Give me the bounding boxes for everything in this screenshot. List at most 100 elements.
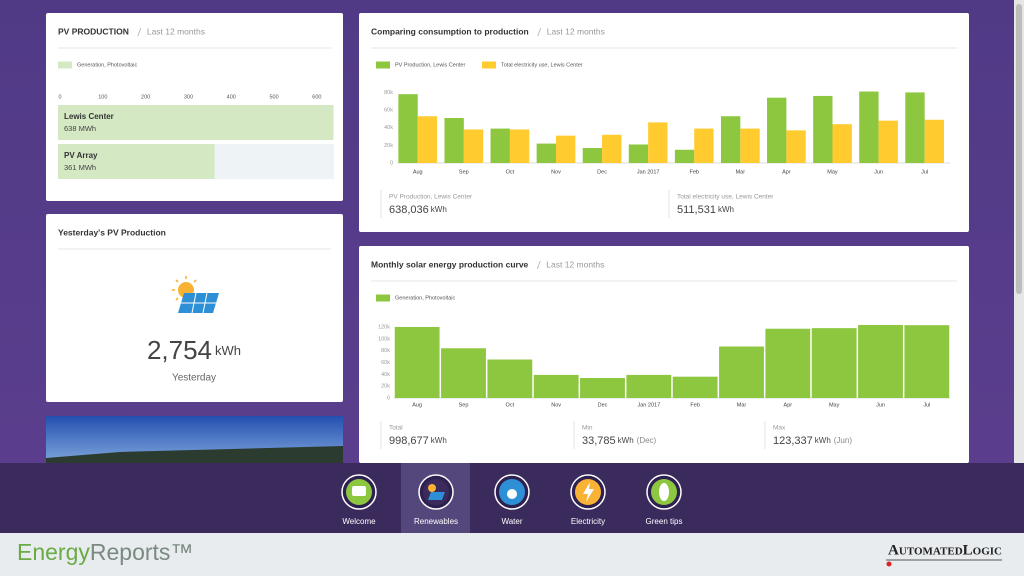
bar [720, 116, 741, 163]
separator [537, 27, 542, 37]
x-tick-label: 0 [58, 94, 61, 100]
bar [509, 129, 530, 163]
x-tick-label: Jul [921, 169, 928, 175]
y-tick-label: 0 [387, 395, 390, 401]
footer-background [0, 533, 1024, 576]
bar [487, 359, 533, 398]
stat-value: 998,677 kWh [389, 435, 447, 447]
panels: PV PRODUCTION Last 12 months Generation, P… [46, 13, 969, 463]
bar [398, 94, 418, 163]
x-tick-label: Jul [923, 402, 930, 408]
bar [859, 91, 879, 163]
separator [536, 260, 541, 270]
legend-swatch [58, 61, 72, 69]
stat-unit: kWh [431, 436, 447, 445]
bar [813, 95, 833, 163]
x-tick-label: Apr [784, 402, 793, 408]
y-tick-label: 80k [381, 348, 390, 354]
x-tick-label: 100 [98, 94, 107, 100]
nav-item[interactable]: Electricity [570, 474, 606, 526]
yesterday-panel: Yesterday's PV Production 2,754 kWh Yeste… [46, 214, 343, 402]
x-tick-label: Jun [876, 402, 885, 408]
x-tick-label: Oct [506, 169, 515, 175]
sun-panel-icon [172, 276, 219, 314]
brand-part: Reports™ [90, 539, 194, 565]
chart-panel: PV PRODUCTION Last 12 months Generation, P… [46, 13, 343, 201]
y-tick-label: 80k [384, 90, 393, 96]
nav-label: Green tips [646, 517, 683, 526]
x-tick-label: Sep [459, 169, 469, 175]
panel-title: Comparing consumption to production [371, 26, 529, 36]
bar [905, 92, 925, 163]
glyph [428, 492, 445, 500]
bar [674, 149, 695, 163]
panel-title: Monthly solar energy production curve [371, 259, 529, 269]
x-tick-label: Mar [736, 169, 746, 175]
panel-subtitle: Last 12 months [147, 26, 205, 36]
bar [602, 134, 622, 163]
bar [490, 128, 510, 163]
x-tick-label: May [827, 169, 838, 175]
stat-unit: kWh [431, 205, 447, 214]
legend-swatch [376, 61, 390, 69]
bar [924, 119, 945, 163]
x-tick-label: 200 [141, 94, 150, 100]
brand-part: Energy [17, 539, 90, 565]
bar [417, 116, 438, 163]
bar [58, 144, 215, 179]
bar [878, 120, 898, 163]
bar [533, 374, 579, 398]
stat-label: Total [389, 425, 403, 432]
y-tick-label: 120k [378, 324, 390, 330]
bar [463, 129, 484, 163]
glyph [507, 489, 517, 499]
scroll-thumb[interactable] [1016, 4, 1022, 294]
nav-label: Electricity [571, 517, 605, 526]
stat-number: 638,036 [389, 204, 429, 216]
bar [58, 105, 334, 140]
big-value: 2,754 kWh [147, 335, 241, 365]
stat-label: Min [582, 425, 593, 432]
x-tick-label: Jan 2017 [638, 402, 661, 408]
legend-label: Generation, Photovoltaic [395, 295, 455, 301]
bar [441, 348, 486, 398]
y-tick-label: 20k [381, 384, 390, 390]
stat-unit: kWh [815, 436, 831, 445]
y-tick-label: 60k [381, 360, 390, 366]
stat-number: 33,785 [582, 435, 616, 447]
bar [555, 135, 576, 163]
stat-number: 123,337 [773, 435, 813, 447]
stat-label: PV Production, Lewis Center [389, 194, 473, 201]
x-tick-label: Sep [459, 402, 469, 408]
x-tick-label: Aug [413, 169, 423, 175]
y-tick-label: 60k [384, 108, 393, 114]
bar [832, 124, 852, 163]
x-tick-label: Feb [690, 402, 699, 408]
y-tick-label: 40k [381, 372, 390, 378]
separator [137, 27, 142, 37]
stat-label: Max [773, 425, 786, 432]
nav-label: Renewables [414, 517, 458, 526]
nav-label: Water [501, 517, 522, 526]
bar [580, 377, 625, 398]
bar [858, 324, 903, 398]
bar [740, 128, 760, 163]
bar [628, 144, 649, 163]
bar [582, 148, 603, 163]
panel-subtitle: Last 12 months [547, 26, 605, 36]
nav-item[interactable]: Welcome [341, 474, 377, 526]
unit: kWh [215, 343, 241, 358]
chart-panel: Comparing consumption to production Last … [359, 13, 969, 232]
bar [444, 118, 464, 163]
bar [904, 325, 950, 398]
stat-note: (Jun) [834, 436, 853, 445]
bar [786, 130, 806, 163]
y-tick-label: 100k [378, 336, 390, 342]
x-tick-label: 300 [184, 94, 193, 100]
category-label: PV Array [64, 151, 98, 160]
legend-swatch [376, 294, 390, 302]
footer: EnergyReports™ AutomatedLogic [0, 533, 1024, 576]
brand: EnergyReports™ [17, 539, 193, 565]
bar [767, 97, 787, 163]
